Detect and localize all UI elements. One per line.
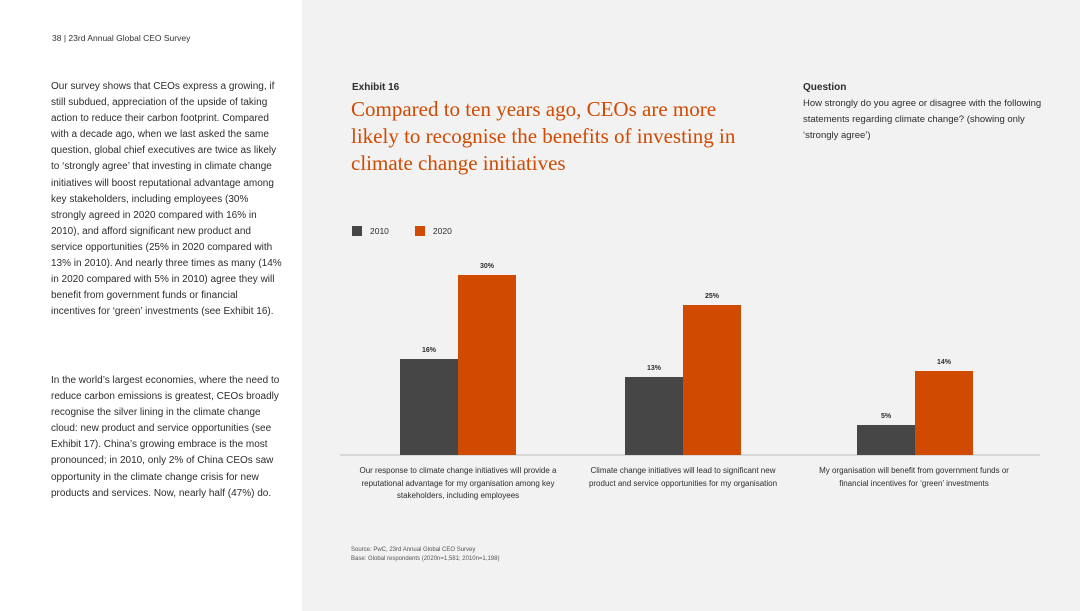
page-header: 38 | 23rd Annual Global CEO Survey xyxy=(52,33,190,43)
bar-2010-government-funds xyxy=(857,425,915,455)
category-label-government-funds: My organisation will benefit from govern… xyxy=(819,466,1009,488)
legend-label-2010: 2010 xyxy=(370,226,389,236)
question-label: Question xyxy=(803,82,847,93)
category-label-opportunities: Climate change initiatives will lead to … xyxy=(588,466,778,488)
bar-2020-reputational xyxy=(458,275,516,455)
publication-title: 23rd Annual Global CEO Survey xyxy=(68,33,191,43)
category-label-reputational: Our response to climate change initiativ… xyxy=(359,466,557,500)
exhibit-title: Compared to ten years ago, CEOs are more… xyxy=(351,97,736,175)
legend-item-2020: 2020 xyxy=(414,226,452,236)
bar-2010-opportunities xyxy=(625,377,683,455)
bar-2010-reputational xyxy=(400,359,458,455)
base-line: Base: Global respondents (2020n=1,581; 2… xyxy=(351,556,500,562)
bar-2020-opportunities xyxy=(683,305,741,455)
body-paragraph-2: In the world’s largest economies, where … xyxy=(51,375,280,499)
body-paragraph-1: Our survey shows that CEOs express a gro… xyxy=(51,81,282,318)
chart-legend: 2010 2020 xyxy=(352,226,478,236)
bar-value-2020-opportunities: 25% xyxy=(705,293,720,300)
exhibit-label: Exhibit 16 xyxy=(352,82,400,93)
source-line: Source: PwC, 23rd Annual Global CEO Surv… xyxy=(351,547,476,553)
bar-value-2010-opportunities: 13% xyxy=(647,365,662,372)
bar-value-2010-government-funds: 5% xyxy=(881,413,892,420)
bar-value-2020-government-funds: 14% xyxy=(937,359,952,366)
question-text: How strongly do you agree or disagree wi… xyxy=(803,98,1042,141)
bar-value-2020-reputational: 30% xyxy=(480,263,495,270)
legend-item-2010: 2010 xyxy=(352,226,389,236)
page-number: 38 xyxy=(52,33,62,43)
legend-swatch-2010-icon xyxy=(352,226,362,236)
bar-2020-government-funds xyxy=(915,371,973,455)
source-note: Source: PwC, 23rd Annual Global CEO Surv… xyxy=(351,546,499,564)
legend-label-2020: 2020 xyxy=(432,226,452,236)
legend-swatch-2020-icon xyxy=(414,226,425,236)
bar-value-2010-reputational: 16% xyxy=(422,347,437,354)
header-separator: | xyxy=(63,33,69,43)
